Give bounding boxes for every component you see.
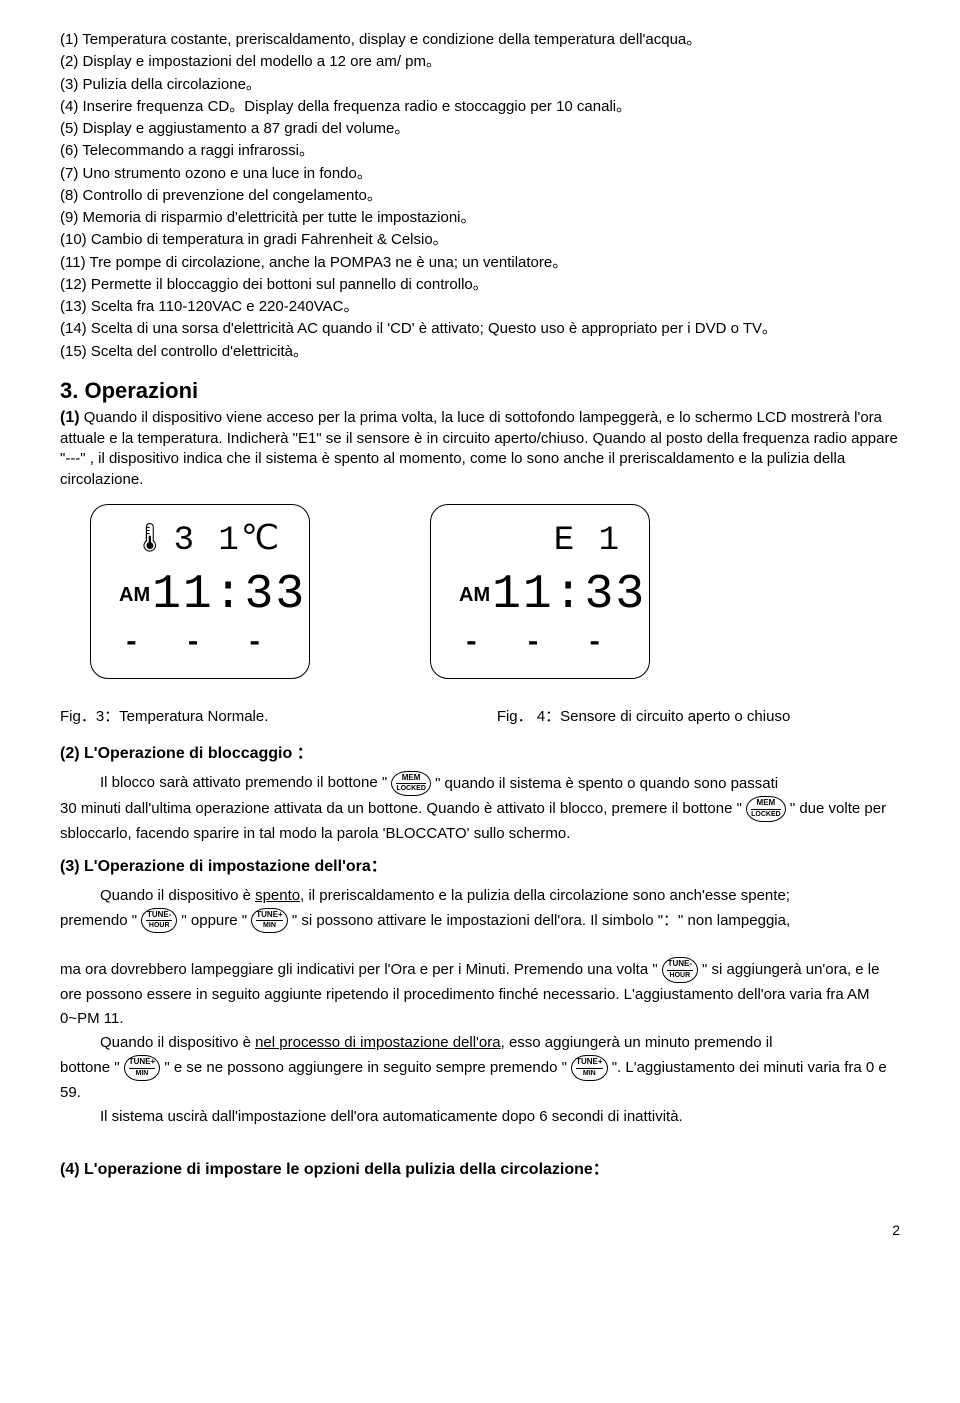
lcd1-time: 11:33 (152, 571, 306, 619)
op2-head: (2) L'Operazione di bloccaggio ： (60, 743, 900, 765)
op3-l6: Il sistema uscirà dall'impostazione dell… (100, 1108, 683, 1125)
thermometer-icon: 🌡 (132, 525, 170, 556)
lcd1-unit: ℃ (241, 522, 281, 560)
tune-minus-hour-button-icon: TUNE-HOUR (662, 957, 698, 983)
page-number: 2 (60, 1221, 900, 1240)
list-item: (4) Inserire frequenza CD。Display della … (60, 97, 900, 117)
op2-t1: Il blocco sarà attivato premendo il bott… (100, 774, 391, 791)
section-3-title: 3. Operazioni (60, 376, 900, 406)
list-item: (9) Memoria di risparmio d'elettricità p… (60, 208, 900, 228)
lcd2-ampm: AM (459, 582, 490, 619)
lcd-displays-row: 🌡3 1℃ AM 11:33 - - - E 1 AM 11:33 - - - (90, 504, 900, 679)
lcd1-dashes: - - - (101, 619, 299, 663)
list-item: (15) Scelta del controllo d'elettricità。 (60, 342, 900, 362)
op3-l4u: nel processo di impostazione dell'ora (255, 1034, 501, 1051)
lcd1-temp: 3 1 (174, 522, 241, 560)
tune-plus-min-button-icon: TUNE+MIN (571, 1055, 607, 1081)
lcd1-top: 🌡3 1℃ (101, 519, 299, 559)
op3-l1b: , il preriscaldamento e la pulizia della… (300, 887, 790, 904)
op2-t2: " quando il sistema è spento o quando so… (435, 774, 778, 791)
lcd2-err: E 1 (554, 522, 621, 560)
op1-text: Quando il dispositivo viene acceso per l… (60, 409, 898, 487)
feature-list: (1) Temperatura costante, preriscaldamen… (60, 30, 900, 362)
lcd2-dashes: - - - (441, 619, 639, 663)
op1-lead: (1) (60, 409, 80, 426)
list-item: (13) Scelta fra 110-120VAC e 220-240VAC。 (60, 297, 900, 317)
list-item: (2) Display e impostazioni del modello a… (60, 52, 900, 72)
list-item: (6) Telecommando a raggi infrarossi。 (60, 141, 900, 161)
list-item: (14) Scelta di una sorsa d'elettricità A… (60, 319, 900, 339)
op3-l2b: " oppure " (181, 912, 251, 929)
tune-plus-min-button-icon: TUNE+MIN (124, 1055, 160, 1081)
figure-captions: Fig．3：Temperatura Normale. Fig． 4：Sensor… (60, 707, 900, 727)
list-item: (7) Uno strumento ozono e una luce in fo… (60, 164, 900, 184)
tune-plus-min-button-icon: TUNE+MIN (251, 908, 287, 934)
lcd-fig3: 🌡3 1℃ AM 11:33 - - - (90, 504, 310, 679)
op1-paragraph: (1) Quando il dispositivo viene acceso p… (60, 407, 900, 489)
op3-head: (3) L'Operazione di impostazione dell'or… (60, 856, 900, 878)
fig3-caption: Fig．3：Temperatura Normale. (60, 707, 463, 727)
tune-minus-hour-button-icon: TUNE-HOUR (141, 908, 177, 934)
op3-body: Quando il dispositivo è spento, il preri… (60, 884, 900, 1129)
fig4-caption: Fig． 4：Sensore di circuito aperto o chiu… (497, 707, 900, 727)
op3-l1u: spento (255, 887, 300, 904)
lcd2-top: E 1 (441, 519, 639, 559)
lcd1-ampm: AM (119, 582, 150, 619)
lcd-fig4: E 1 AM 11:33 - - - (430, 504, 650, 679)
lcd2-time: 11:33 (492, 571, 646, 619)
op3-l2a: premendo " (60, 912, 141, 929)
op3-l4b: , esso aggiungerà un minuto premendo il (501, 1034, 773, 1051)
list-item: (11) Tre pompe di circolazione, anche la… (60, 253, 900, 273)
op2-t3: 30 minuti dall'ultima operazione attivat… (60, 800, 746, 817)
list-item: (10) Cambio di temperatura in gradi Fahr… (60, 230, 900, 250)
list-item: (3) Pulizia della circolazione。 (60, 75, 900, 95)
lcd2-mid: AM 11:33 (441, 559, 639, 619)
list-item: (12) Permette il bloccaggio dei bottoni … (60, 275, 900, 295)
op3-l4a: Quando il dispositivo è (100, 1034, 255, 1051)
op3-l1a: Quando il dispositivo è (100, 887, 255, 904)
list-item: (5) Display e aggiustamento a 87 gradi d… (60, 119, 900, 139)
op3-l3a: ma ora dovrebbero lampeggiare gli indica… (60, 961, 662, 978)
op3-l5b: " e se ne possono aggiungere in seguito … (164, 1059, 571, 1076)
list-item: (1) Temperatura costante, preriscaldamen… (60, 30, 900, 50)
op2-body: Il blocco sarà attivato premendo il bott… (60, 771, 900, 846)
op3-l5a: bottone " (60, 1059, 124, 1076)
op4-head: (4) L'operazione di impostare le opzioni… (60, 1159, 900, 1181)
lcd1-mid: AM 11:33 (101, 559, 299, 619)
mem-locked-button-icon: MEMLOCKED (746, 796, 786, 822)
mem-locked-button-icon: MEMLOCKED (391, 771, 431, 797)
op3-l2c: " si possono attivare le impostazioni de… (292, 912, 790, 929)
list-item: (8) Controllo di prevenzione del congela… (60, 186, 900, 206)
